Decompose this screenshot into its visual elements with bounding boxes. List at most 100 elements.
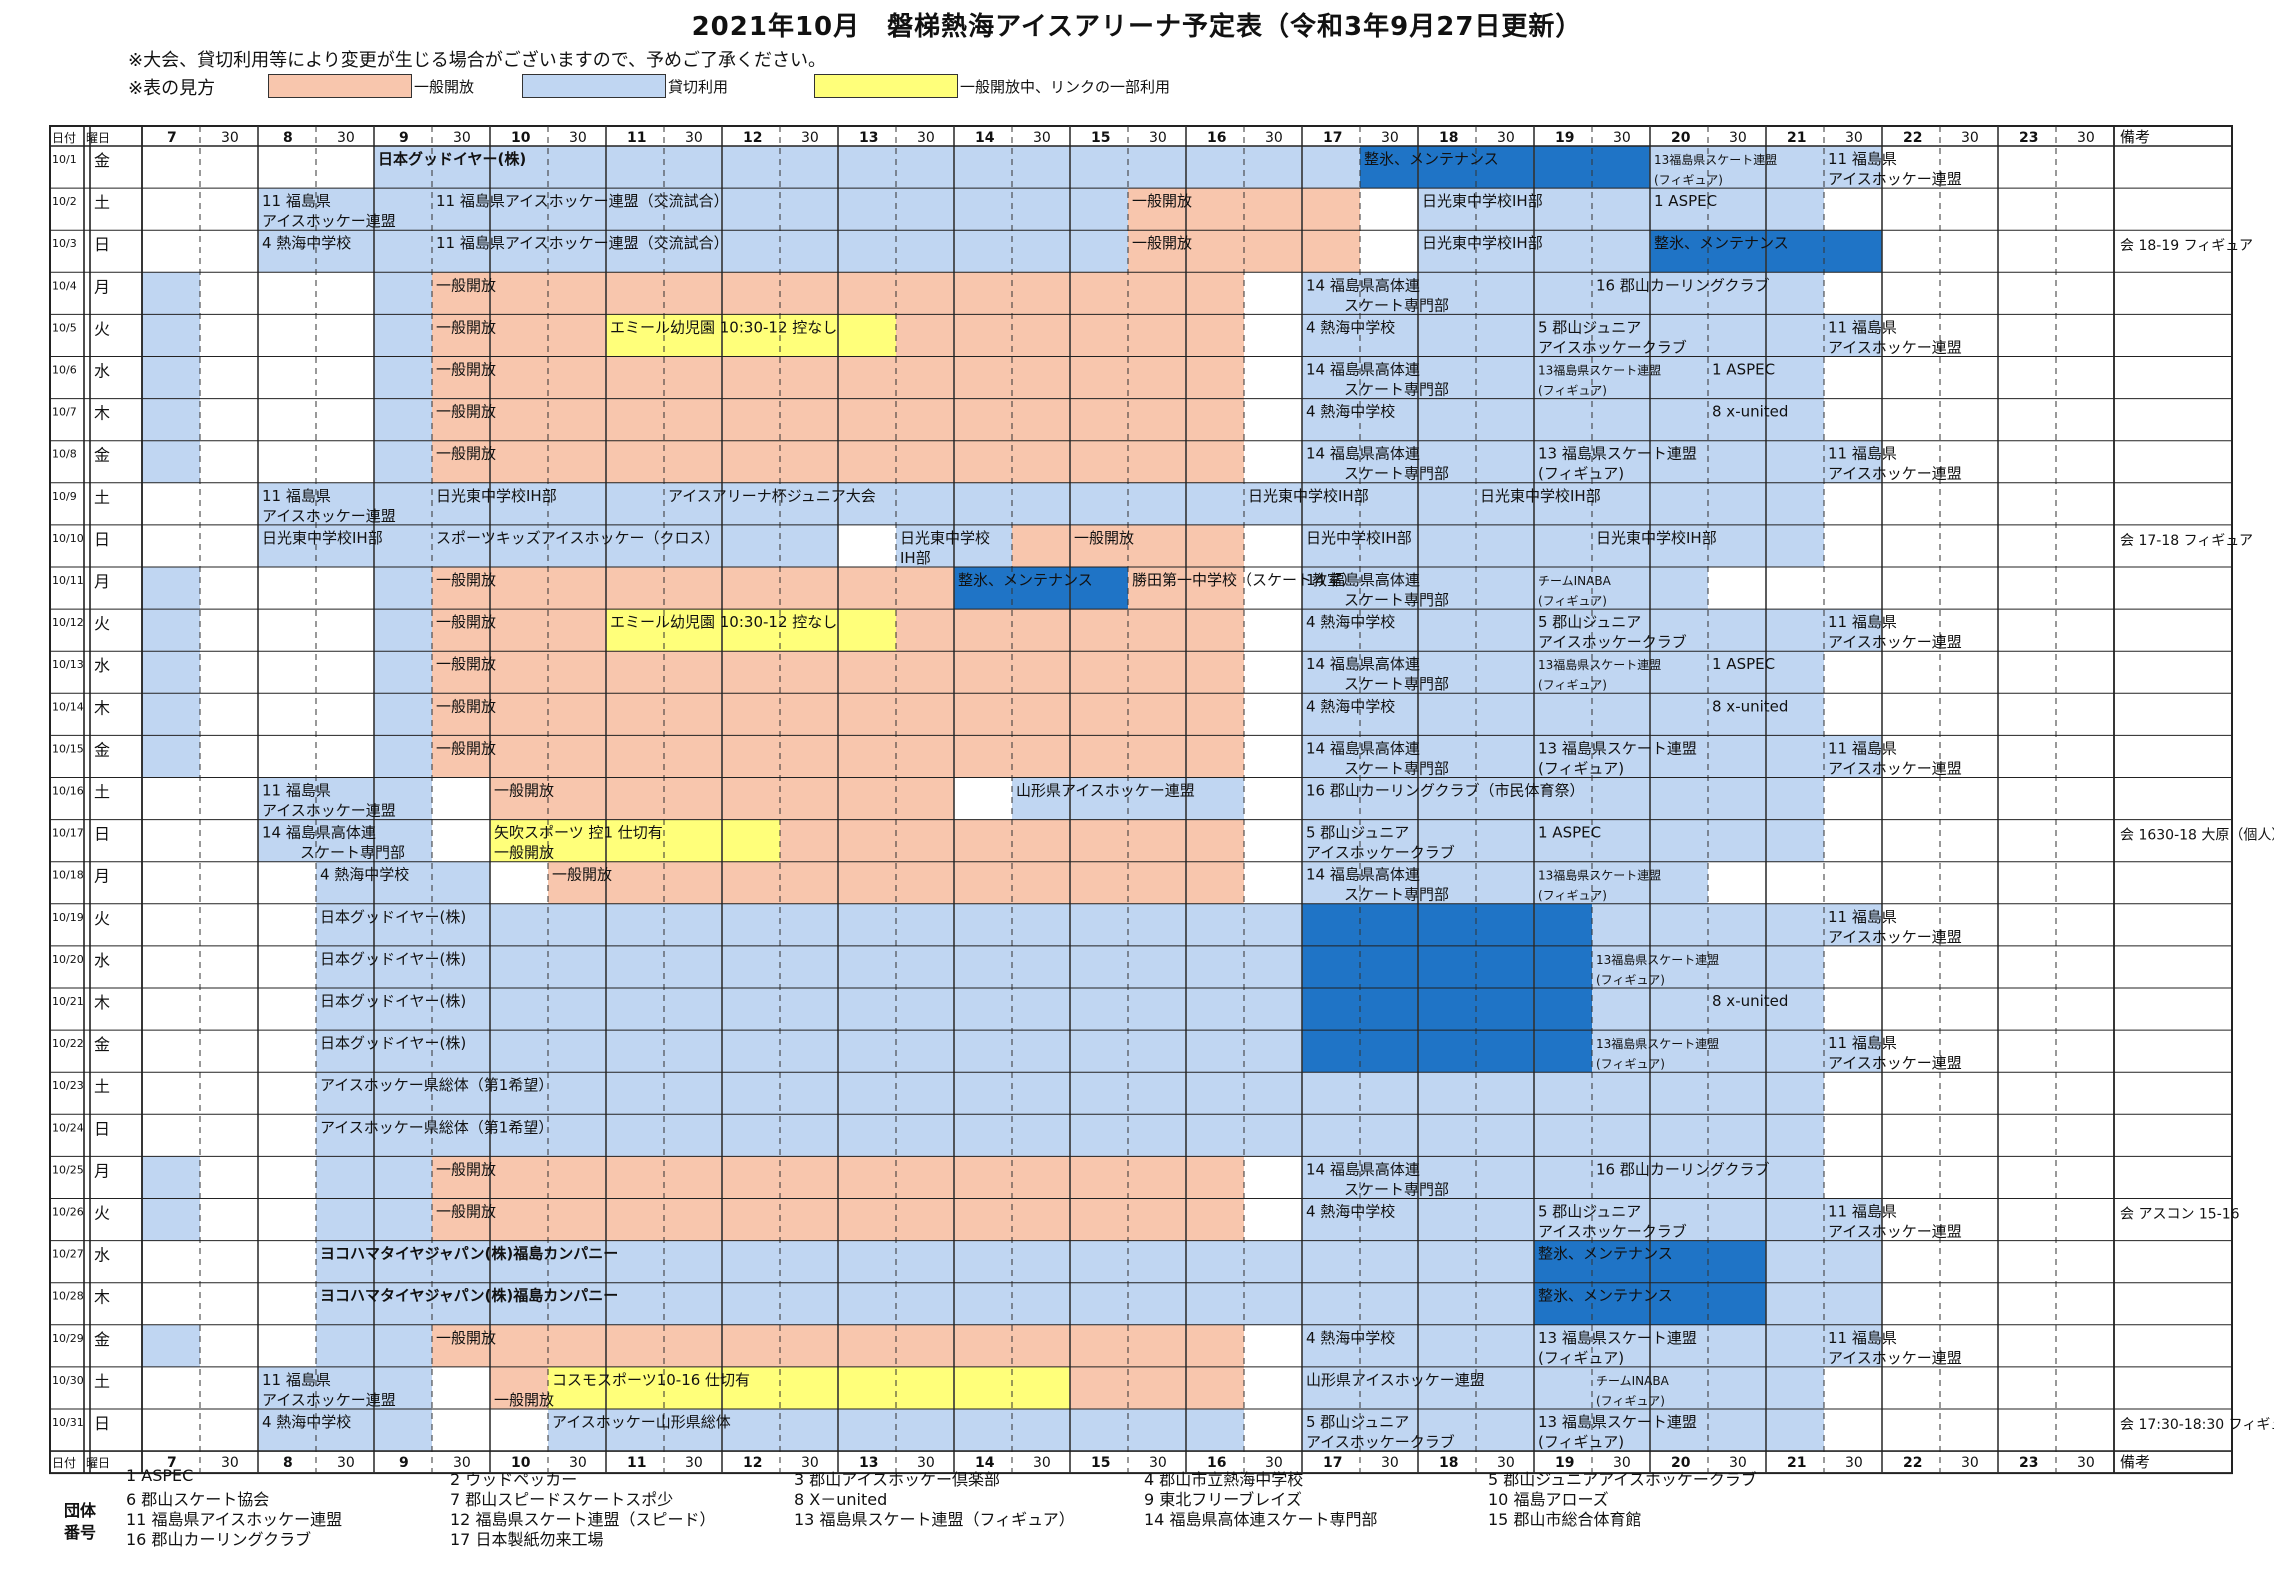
schedule-label: 一般開放 xyxy=(436,571,496,589)
schedule-block-maintenance xyxy=(1302,988,1592,1031)
group-number-item: 13 福島県スケート連盟（フィギュア） xyxy=(794,1510,1075,1529)
header-time-label: 30 xyxy=(1845,130,1863,146)
schedule-label: アイスホッケー連盟 xyxy=(1828,465,1962,483)
schedule-label: (フィギュア) xyxy=(1538,594,1607,608)
footer-dow-label: 曜日 xyxy=(86,1456,110,1470)
group-number-item: 10 福島アローズ xyxy=(1488,1490,1609,1509)
schedule-label: 一般開放 xyxy=(494,844,554,862)
schedule-label: アイスホッケー山形県総体 xyxy=(552,1413,731,1431)
schedule-label: 整氷、メンテナンス xyxy=(1538,1287,1673,1305)
schedule-label: ヨコハマタイヤジャパン(株)福島カンパニー xyxy=(320,1287,618,1305)
schedule-label: (フィギュア) xyxy=(1538,759,1624,777)
schedule-block-charter xyxy=(142,693,200,736)
schedule-block-charter xyxy=(374,272,432,315)
row-day-of-week: 日 xyxy=(94,530,110,549)
schedule-block-charter xyxy=(142,440,200,483)
footer-time-label: 30 xyxy=(1961,1455,1979,1471)
schedule-label: 5 郡山ジュニア xyxy=(1538,1203,1641,1221)
schedule-label: 11 福島県 xyxy=(262,487,331,505)
schedule-block-charter xyxy=(316,988,1302,1031)
row-remark: 会 17:30-18:30 フィギュア xyxy=(2120,1417,2274,1433)
footer-time-label: 30 xyxy=(1381,1455,1399,1471)
schedule-block-maintenance xyxy=(1360,146,1650,189)
row-day-of-week: 月 xyxy=(94,867,110,886)
schedule-block-charter xyxy=(316,903,1302,946)
row-day-of-week: 月 xyxy=(94,572,110,591)
footer-time-label: 30 xyxy=(337,1455,355,1471)
legend-label-partial: 一般開放中、リンクの一部利用 xyxy=(960,78,1171,96)
row-day-of-week: 水 xyxy=(94,656,110,675)
schedule-block-maintenance xyxy=(1302,903,1592,946)
header-time-label: 8 xyxy=(283,130,293,146)
row-date: 10/9 xyxy=(52,490,77,503)
group-number-item: 1 ASPEC xyxy=(126,1466,194,1485)
schedule-label: 13 福島県スケート連盟 xyxy=(1538,445,1697,463)
schedule-label: 13 福島県スケート連盟 xyxy=(1538,1413,1697,1431)
schedule-label: (フィギュア) xyxy=(1538,1349,1624,1367)
schedule-block-charter xyxy=(142,609,200,652)
footer-date-label: 日付 xyxy=(52,1456,76,1470)
footer-time-label: 30 xyxy=(569,1455,587,1471)
footer-time-label: 20 xyxy=(1671,1455,1691,1471)
schedule-label: アイスホッケークラブ xyxy=(1538,1223,1687,1241)
footer-time-label: 30 xyxy=(221,1455,239,1471)
schedule-label: アイスホッケー連盟 xyxy=(1828,1349,1962,1367)
footer-time-label: 30 xyxy=(1497,1455,1515,1471)
schedule-label: アイスホッケークラブ xyxy=(1306,1433,1455,1451)
row-date: 10/24 xyxy=(52,1121,84,1134)
row-date: 10/10 xyxy=(52,532,84,545)
header-time-label: 7 xyxy=(167,130,177,146)
schedule-block-charter xyxy=(1592,903,1882,946)
row-date: 10/17 xyxy=(52,827,84,840)
schedule-label: 1 ASPEC xyxy=(1712,361,1775,379)
footer-time-label: 17 xyxy=(1323,1455,1342,1471)
schedule-label: 5 郡山ジュニア xyxy=(1538,613,1641,631)
schedule-block-charter xyxy=(142,651,200,694)
schedule-label: 日本グッドイヤー(株) xyxy=(378,150,526,168)
header-time-label: 23 xyxy=(2019,130,2038,146)
row-day-of-week: 土 xyxy=(94,1372,110,1391)
schedule-block-charter xyxy=(1302,819,1824,862)
group-number-item: 16 郡山カーリングクラブ xyxy=(126,1530,312,1549)
footer-time-label: 21 xyxy=(1787,1455,1806,1471)
footer-time-label: 8 xyxy=(283,1455,293,1471)
schedule-label: 日本グッドイヤー(株) xyxy=(320,1034,466,1052)
row-date: 10/31 xyxy=(52,1416,84,1429)
row-day-of-week: 土 xyxy=(94,193,110,212)
row-day-of-week: 水 xyxy=(94,951,110,970)
schedule-label: アイスホッケー連盟 xyxy=(262,507,396,525)
schedule-block-partial xyxy=(490,819,780,862)
header-time-label: 13 xyxy=(859,130,878,146)
schedule-label: 13 福島県スケート連盟 xyxy=(1538,739,1697,757)
schedule-label: 14 福島県高体連 xyxy=(1306,866,1420,884)
row-date: 10/11 xyxy=(52,574,84,587)
row-day-of-week: 金 xyxy=(94,1330,110,1349)
schedule-label: スケート専門部 xyxy=(1344,465,1449,483)
schedule-block-charter xyxy=(142,735,200,778)
group-number-item: 12 福島県スケート連盟（スピード） xyxy=(450,1510,716,1529)
header-time-label: 12 xyxy=(743,130,762,146)
schedule-block-charter xyxy=(374,314,432,357)
schedule-label: スケート専門部 xyxy=(1344,886,1449,904)
row-date: 10/30 xyxy=(52,1374,84,1387)
schedule-label: (フィギュア) xyxy=(1538,889,1607,903)
header-time-label: 30 xyxy=(1613,130,1631,146)
schedule-block-charter xyxy=(1302,1409,1824,1452)
schedule-label: 矢吹スポーツ 控1 仕切有 xyxy=(494,824,663,842)
schedule-block-charter xyxy=(374,146,1360,189)
row-day-of-week: 土 xyxy=(94,1077,110,1096)
row-remark: 会 17-18 フィギュア xyxy=(2120,533,2253,549)
row-date: 10/23 xyxy=(52,1079,84,1092)
row-day-of-week: 土 xyxy=(94,783,110,802)
group-number-item: 7 郡山スピードスケートスポ少 xyxy=(450,1490,674,1509)
row-date: 10/14 xyxy=(52,700,84,713)
schedule-label: 山形県アイスホッケー連盟 xyxy=(1306,1371,1485,1389)
schedule-label: アイスホッケー連盟 xyxy=(262,212,396,230)
schedule-label: (フィギュア) xyxy=(1654,173,1723,187)
schedule-label: エミール幼児園 10:30-12 控なし xyxy=(610,613,837,631)
schedule-label: 11 福島県 xyxy=(1828,739,1897,757)
footer-time-label: 30 xyxy=(685,1455,703,1471)
schedule-label: 一般開放 xyxy=(436,276,496,294)
schedule-label: 14 福島県高体連 xyxy=(1306,1160,1420,1178)
